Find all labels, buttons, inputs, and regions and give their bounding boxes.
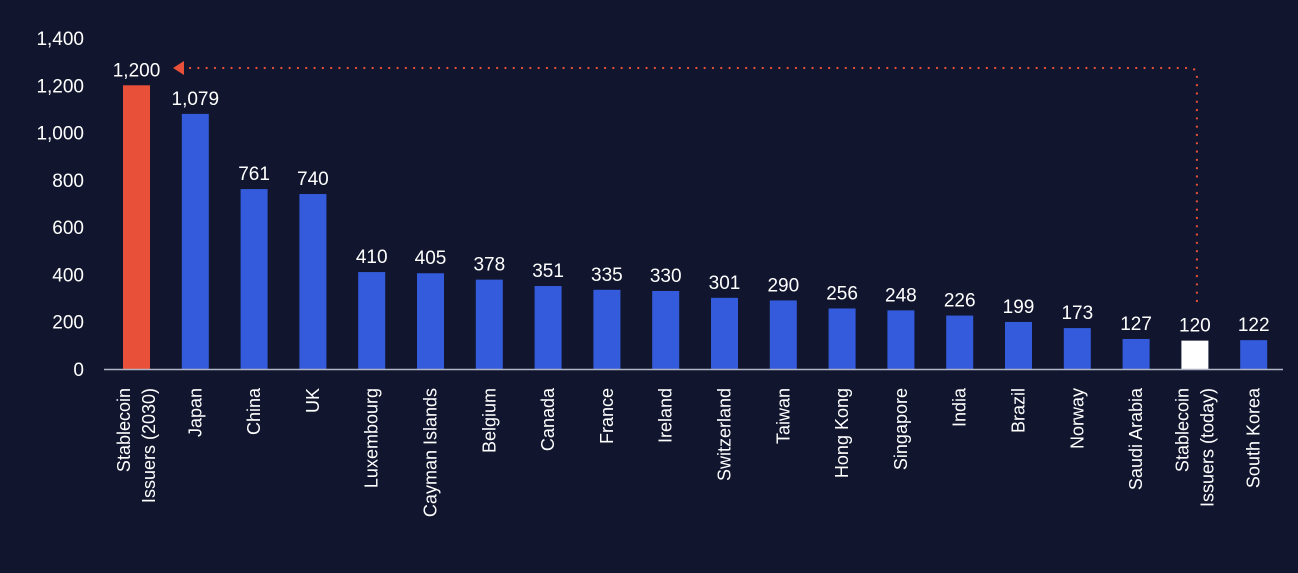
category-label: Issuers (today)	[1197, 388, 1217, 507]
value-label: 351	[532, 261, 564, 282]
category-label: UK	[303, 388, 323, 413]
bar	[1063, 328, 1091, 369]
bar	[887, 310, 915, 369]
bar	[593, 289, 621, 369]
y-tick-label: 1,400	[36, 29, 84, 50]
category-label: Switzerland	[715, 388, 735, 481]
y-tick-label: 200	[52, 313, 84, 334]
y-tick-label: 400	[52, 265, 84, 286]
value-label: 761	[238, 164, 270, 185]
value-label: 330	[650, 266, 682, 287]
bar	[946, 315, 974, 369]
bar	[299, 194, 327, 369]
bar	[181, 113, 209, 369]
category-label: Issuers (2030)	[139, 388, 159, 503]
category-label: Japan	[185, 388, 205, 437]
value-label: 410	[356, 247, 388, 268]
dotted-line	[184, 66, 1198, 303]
y-tick-label: 800	[52, 171, 84, 192]
category-label: Canada	[538, 387, 558, 451]
category-label: Stablecoin	[1172, 388, 1192, 472]
y-tick-label: 1,000	[36, 124, 84, 145]
bar	[1122, 338, 1150, 369]
bar	[1240, 340, 1268, 369]
category-label: Cayman Islands	[421, 388, 441, 517]
bar	[240, 189, 268, 369]
bars: 1,200 1,079 761 740 410 405 378 351 335 330 301 290…	[113, 60, 1270, 370]
category-label: Luxembourg	[362, 388, 382, 488]
bar	[1181, 340, 1209, 369]
category-label: Norway	[1067, 388, 1087, 449]
bar	[769, 300, 797, 369]
value-label: 740	[297, 169, 329, 190]
value-label: 1,079	[172, 89, 220, 110]
category-label: Hong Kong	[832, 388, 852, 478]
x-axis-labels: Stablecoin Issuers (2030) Japan China UK Luxe…	[114, 387, 1264, 517]
category-label: China	[244, 387, 264, 435]
value-label: 1,200	[113, 60, 161, 81]
y-axis: 0 200 400 600 800 1,000 1,200 1,400	[36, 29, 84, 381]
category-label: South Korea	[1244, 387, 1264, 488]
bar	[358, 272, 386, 369]
y-tick-label: 600	[52, 218, 84, 239]
category-label: Saudi Arabia	[1126, 387, 1146, 490]
category-label: Brazil	[1009, 388, 1029, 433]
bar	[123, 85, 150, 370]
category-label: Singapore	[891, 388, 911, 470]
y-tick-label: 0	[73, 360, 84, 381]
value-label: 173	[1061, 303, 1093, 324]
value-label: 122	[1238, 315, 1270, 336]
arrowhead-icon	[173, 61, 184, 75]
value-label: 127	[1120, 314, 1152, 335]
category-label: Belgium	[479, 388, 499, 453]
bar	[1005, 321, 1032, 369]
bar	[711, 297, 738, 369]
annotation-arrow	[173, 61, 1198, 303]
category-label: Ireland	[656, 388, 676, 443]
category-label: Stablecoin	[114, 388, 134, 472]
value-label: 248	[885, 285, 917, 306]
bar	[475, 279, 503, 369]
bar	[652, 290, 680, 369]
value-label: 301	[709, 273, 741, 294]
bar	[417, 273, 444, 369]
value-label: 120	[1179, 316, 1211, 337]
y-tick-label: 1,200	[36, 76, 84, 97]
value-label: 199	[1003, 297, 1035, 318]
value-label: 335	[591, 265, 623, 286]
bar	[534, 286, 562, 369]
category-label: India	[950, 387, 970, 427]
bar	[828, 308, 856, 369]
category-label: France	[597, 388, 617, 444]
value-label: 405	[415, 248, 447, 269]
category-label: Taiwan	[773, 388, 793, 444]
value-label: 378	[473, 255, 505, 276]
value-label: 226	[944, 291, 976, 312]
value-label: 290	[767, 275, 799, 296]
value-label: 256	[826, 283, 858, 304]
